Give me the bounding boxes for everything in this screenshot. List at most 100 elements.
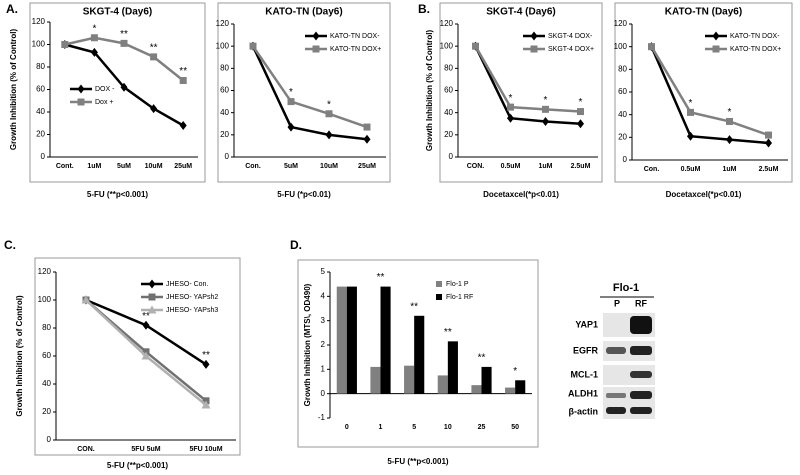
- y-tick-label: 120: [38, 267, 52, 276]
- y-tick-label: 5: [321, 267, 326, 276]
- y-tick-label: 60: [444, 86, 453, 95]
- legend-label: Flo-1 P: [446, 281, 469, 288]
- point: [61, 41, 69, 48]
- blot-band: [603, 365, 655, 385]
- point: [542, 105, 549, 113]
- point: [120, 39, 128, 47]
- y-tick-label: 100: [32, 40, 46, 49]
- blot-column: P: [614, 298, 620, 308]
- x-axis-label: 5-FU (**p<0.001): [107, 461, 168, 470]
- bar: [370, 366, 381, 394]
- x-tick-label: 25: [478, 424, 486, 431]
- y-tick-label: 40: [444, 108, 453, 117]
- x-tick-label: 5uM: [117, 163, 131, 170]
- significance-label: *: [92, 23, 96, 34]
- y-tick-label: 40: [618, 110, 627, 119]
- y-tick-label: 80: [42, 323, 51, 332]
- x-tick-label: 0.5uM: [681, 166, 701, 173]
- point: [507, 103, 514, 111]
- x-tick-label: 0: [345, 424, 349, 431]
- significance-label: **: [444, 327, 452, 338]
- panel-label: C.: [4, 238, 16, 252]
- point: [312, 45, 320, 53]
- y-tick-label: 80: [220, 63, 229, 72]
- point: [312, 31, 320, 41]
- x-tick-label: 50: [511, 424, 519, 431]
- point: [530, 45, 538, 53]
- x-tick-label: 10uM: [320, 163, 338, 170]
- chart-frame: [29, 2, 206, 183]
- significance-label: *: [513, 366, 517, 377]
- x-tick-label: 25uM: [174, 163, 192, 170]
- y-tick-label: 120: [32, 17, 46, 26]
- point: [530, 31, 538, 41]
- blot-band: [606, 393, 626, 398]
- y-tick-label: 40: [36, 107, 45, 116]
- y-tick-label: 60: [220, 86, 229, 95]
- point: [90, 34, 98, 42]
- point: [648, 43, 655, 51]
- y-tick-label: 0: [623, 155, 628, 164]
- point: [363, 123, 371, 131]
- point: [726, 135, 733, 145]
- y-tick-label: 0: [47, 435, 52, 444]
- line: [650, 46, 769, 145]
- point: [712, 31, 720, 41]
- legend-label: JHESO- Con.: [166, 281, 208, 288]
- significance-label: **: [410, 301, 418, 312]
- x-tick-label: CON.: [467, 163, 485, 170]
- point: [542, 117, 549, 127]
- point: [179, 77, 187, 84]
- y-tick-label: 100: [440, 41, 454, 50]
- significance-label: **: [202, 350, 210, 361]
- point: [325, 130, 333, 140]
- legend-swatch: [436, 294, 442, 300]
- x-tick-label: 0.5uM: [501, 163, 521, 170]
- line: [650, 46, 769, 137]
- x-axis-label: Docetaxcel(*p<0.01): [666, 190, 742, 199]
- blot-band: [630, 316, 652, 334]
- point: [507, 113, 514, 123]
- x-axis-label: Docetaxcel(*p<0.01): [483, 190, 559, 199]
- bar: [447, 341, 458, 394]
- bar: [481, 366, 492, 394]
- blot-band: [606, 407, 626, 414]
- legend-label: JHESO- YAPsh2: [166, 294, 218, 301]
- y-tick-label: 2: [321, 340, 326, 349]
- chart-title: KATO-TN (Day6): [265, 7, 342, 18]
- y-tick-label: 40: [220, 108, 229, 117]
- x-tick-label: 25uM: [358, 163, 376, 170]
- y-tick-label: 60: [42, 351, 51, 360]
- point: [201, 400, 211, 409]
- point: [142, 320, 150, 330]
- blot-band: [630, 371, 652, 378]
- x-tick-label: 5: [412, 424, 416, 431]
- significance-label: *: [728, 107, 732, 118]
- x-tick-label: 10: [444, 424, 452, 431]
- y-tick-label: 0: [449, 152, 454, 161]
- point: [765, 138, 772, 148]
- y-tick-label: 80: [444, 63, 453, 72]
- significance-label: *: [509, 93, 513, 104]
- y-tick-label: 100: [614, 42, 628, 51]
- point: [325, 110, 333, 118]
- legend-label: Dox +: [95, 99, 113, 106]
- chart-frame: [439, 2, 603, 183]
- point: [687, 131, 694, 141]
- point: [712, 45, 720, 53]
- legend-label: SKGT-4 DOX+: [548, 46, 594, 53]
- significance-label: *: [544, 95, 548, 106]
- point: [147, 305, 157, 314]
- y-tick-label: 20: [444, 130, 453, 139]
- line: [251, 45, 368, 141]
- x-tick-label: 1uM: [723, 166, 737, 173]
- x-tick-label: 2.5uM: [759, 166, 779, 173]
- point: [90, 47, 98, 57]
- western-blot: Flo-1 P RF YAP1 EGFR MCL-1 ALDH1 β-actin: [568, 282, 655, 419]
- x-tick-label: CON.: [77, 446, 95, 453]
- x-tick-label: 5FU 10uM: [189, 446, 222, 453]
- y-tick-label: 3: [321, 316, 326, 325]
- point: [150, 53, 158, 61]
- legend-label: DOX -: [95, 86, 115, 93]
